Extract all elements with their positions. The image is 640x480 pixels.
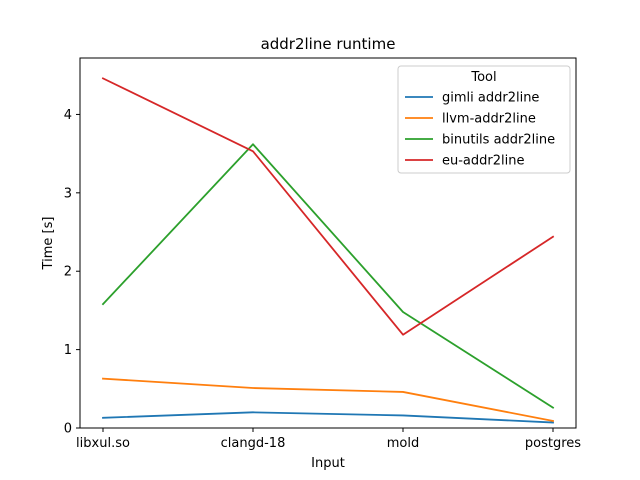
y-axis: 0 1 2 3 4: [64, 108, 80, 437]
y-axis-label: Time [s]: [41, 217, 56, 271]
series-line-eu-addr2line: [101, 77, 555, 336]
series-line-gimli-addr2line: [102, 411, 554, 424]
y-tick-label: 3: [64, 186, 72, 201]
legend: Tool gimli addr2line llvm-addr2line binuti…: [397, 65, 571, 174]
legend-label-llvm-addr2line: llvm-addr2line: [442, 112, 536, 127]
legend-label-gimli-addr2line: gimli addr2line: [442, 91, 539, 106]
x-tick-label: postgres: [525, 436, 581, 451]
plot-frame: [79, 57, 577, 429]
legend-title: Tool: [470, 70, 496, 85]
series-line-binutils-addr2line: [101, 143, 555, 409]
x-tick-label: libxul.so: [76, 436, 130, 451]
x-tick-label: mold: [387, 436, 419, 451]
legend-label-binutils-addr2line: binutils addr2line: [442, 133, 555, 148]
legend-label-eu-addr2line: eu-addr2line: [442, 154, 524, 169]
y-tick-label: 4: [64, 108, 72, 123]
legend-entries: gimli addr2line llvm-addr2line binutils ad…: [405, 91, 555, 169]
y-tick-label: 1: [64, 343, 72, 358]
y-tick-label: 0: [64, 422, 72, 437]
x-axis: libxul.so clangd-18 mold postgres: [76, 428, 581, 451]
x-axis-label: Input: [311, 456, 345, 471]
series-layer: [101, 77, 555, 424]
x-tick-label: clangd-18: [221, 436, 286, 451]
series-line-llvm-addr2line: [102, 377, 555, 422]
chart-title: addr2line runtime: [261, 35, 396, 53]
legend-box: [397, 65, 571, 174]
y-tick-label: 2: [64, 265, 72, 280]
